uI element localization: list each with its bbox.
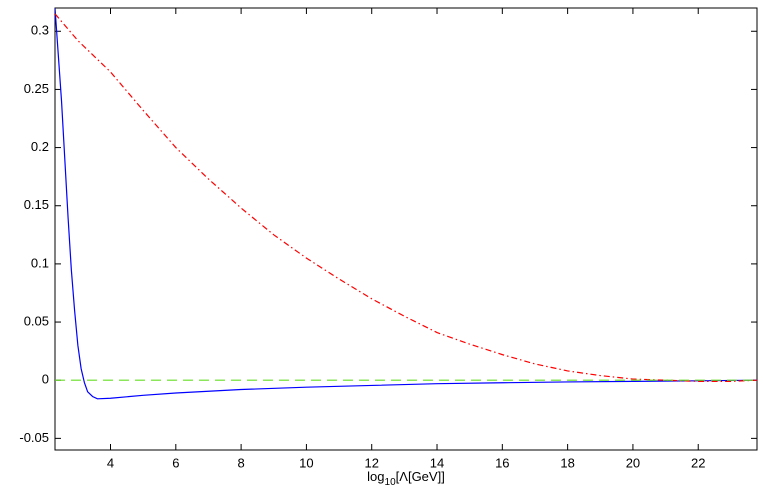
x-tick-label: 20 <box>626 455 640 470</box>
x-tick-label: 6 <box>172 455 179 470</box>
x-tick-label: 8 <box>237 455 244 470</box>
y-tick-label: 0.3 <box>31 23 49 38</box>
series-line <box>55 13 757 382</box>
x-label-subscript: 10 <box>385 477 397 488</box>
x-tick-label: 14 <box>430 455 444 470</box>
x-tick-label: 22 <box>691 455 705 470</box>
x-tick-label: 10 <box>299 455 313 470</box>
y-tick-label: 0.2 <box>31 139 49 154</box>
y-tick-label: 0.1 <box>31 255 49 270</box>
x-tick-label: 18 <box>560 455 574 470</box>
plot-frame <box>54 7 758 451</box>
y-tick-label: 0 <box>42 372 49 387</box>
x-tick-label: 12 <box>364 455 378 470</box>
y-tick-label: 0.25 <box>24 81 49 96</box>
y-tick-label: 0.15 <box>24 197 49 212</box>
series-line <box>55 8 757 400</box>
y-tick-label: -0.05 <box>19 430 49 445</box>
y-tick-label: 0.05 <box>24 313 49 328</box>
x-axis-label: log10[Λ[GeV]] <box>367 469 445 487</box>
x-tick-label: 16 <box>495 455 509 470</box>
x-label-base: log <box>367 469 384 484</box>
x-label-rest: [Λ[GeV]] <box>396 469 445 484</box>
x-tick-label: 4 <box>107 455 114 470</box>
